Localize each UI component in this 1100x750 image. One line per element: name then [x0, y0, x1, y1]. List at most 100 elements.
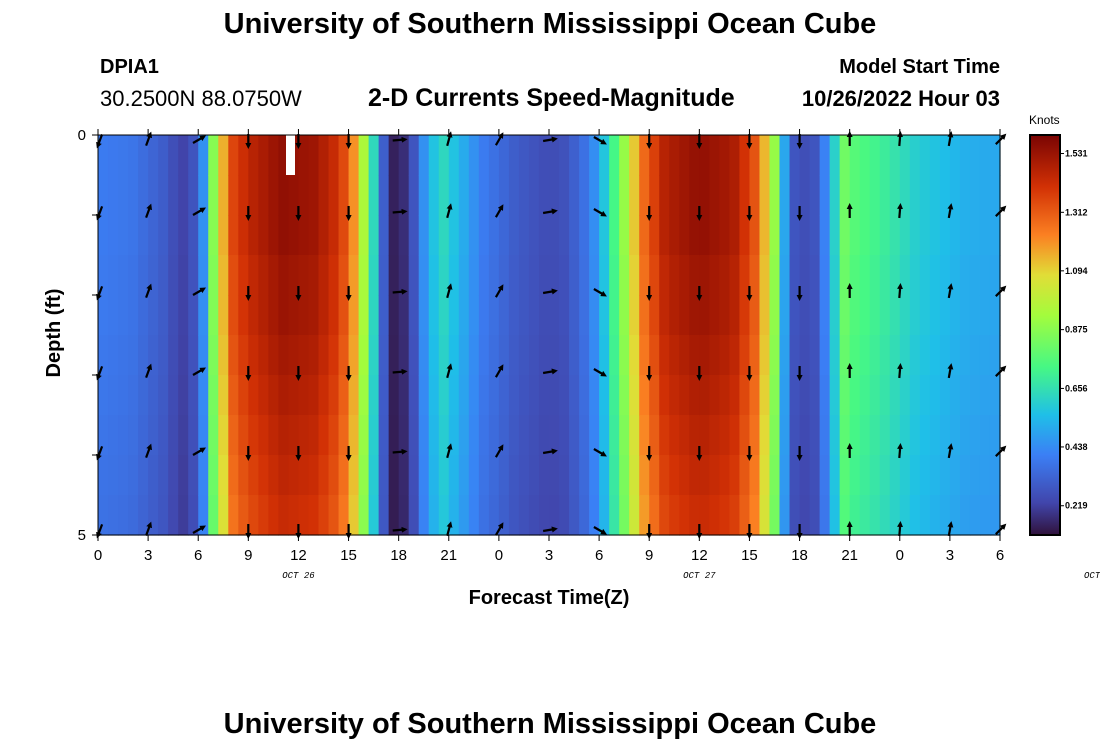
heatmap-cell — [428, 375, 440, 416]
heatmap-cell — [428, 295, 440, 336]
heatmap-cell — [188, 255, 199, 296]
current-arrow — [593, 526, 607, 535]
colorbar-tick-label: 1.312 — [1065, 207, 1088, 217]
heatmap-cell — [328, 375, 340, 416]
heatmap-cell — [549, 135, 560, 176]
heatmap-cell — [569, 415, 580, 456]
x-tick-label: 9 — [244, 547, 252, 564]
heatmap-cell — [969, 215, 981, 256]
heatmap-cell — [228, 215, 239, 256]
heatmap-cell — [178, 295, 189, 336]
current-arrow — [593, 288, 607, 297]
x-tick-label: 15 — [741, 547, 758, 564]
heatmap-cell — [408, 335, 420, 376]
heatmap-cell — [208, 495, 219, 536]
heatmap-cell — [218, 175, 229, 216]
heatmap-cell — [408, 255, 420, 296]
heatmap-cell — [639, 175, 650, 216]
heatmap-cell — [518, 175, 530, 216]
heatmap-cell — [418, 375, 430, 416]
heatmap-cell — [188, 375, 199, 416]
heatmap-cell — [538, 335, 550, 376]
heatmap-cell — [248, 255, 259, 296]
x-tick-label: 0 — [495, 547, 503, 564]
heatmap-cell — [158, 335, 169, 376]
current-arrow — [392, 208, 408, 215]
heatmap-cell — [488, 175, 500, 216]
heatmap-cell — [629, 495, 640, 536]
heatmap-cell — [969, 375, 981, 416]
heatmap-cell — [879, 335, 891, 376]
heatmap-cell — [148, 455, 159, 496]
heatmap-cell — [428, 255, 440, 296]
heatmap-cell — [198, 455, 209, 496]
heatmap-cell — [949, 375, 961, 416]
heatmap-cell — [118, 215, 129, 256]
heatmap-cell — [488, 255, 500, 296]
current-arrow — [446, 521, 453, 537]
heatmap-cell — [649, 215, 660, 256]
heatmap-cell — [829, 215, 841, 256]
heatmap-cell — [358, 415, 370, 456]
heatmap-cell — [759, 415, 771, 456]
current-arrow — [392, 136, 408, 143]
heatmap-cell — [148, 495, 159, 536]
heatmap-cell — [218, 135, 229, 176]
heatmap-cell — [789, 295, 801, 336]
heatmap-cell — [468, 375, 480, 416]
x-tick-label: 18 — [390, 547, 407, 564]
heatmap-cell — [929, 135, 941, 176]
heatmap-cell — [589, 135, 600, 176]
heatmap-cell — [599, 375, 610, 416]
heatmap-cell — [989, 335, 1001, 376]
heatmap-cell — [128, 415, 139, 456]
heatmap-cell — [468, 415, 480, 456]
heatmap-cell — [148, 255, 159, 296]
heatmap-cell — [969, 255, 981, 296]
current-arrow — [947, 283, 954, 299]
heatmap-cell — [899, 495, 911, 536]
heatmap-cell — [418, 335, 430, 376]
heatmap-cell — [98, 215, 109, 256]
heatmap-cell — [839, 295, 851, 336]
heatmap-cell — [579, 455, 590, 496]
heatmap-cell — [308, 455, 320, 496]
heatmap-cell — [739, 335, 751, 376]
heatmap-cell — [649, 375, 660, 416]
heatmap-cell — [879, 175, 891, 216]
heatmap-cell — [919, 375, 931, 416]
heatmap-cell — [268, 255, 279, 296]
heatmap-cell — [889, 255, 901, 296]
heatmap-cell — [669, 135, 680, 176]
heatmap-cell — [979, 415, 991, 456]
heatmap-cell — [148, 175, 159, 216]
heatmap-cell — [358, 135, 370, 176]
heatmap-cell — [208, 255, 219, 296]
heatmap-cell — [318, 495, 330, 536]
heatmap-cell — [919, 255, 931, 296]
heatmap-cell — [889, 295, 901, 336]
heatmap-cell — [98, 455, 109, 496]
heatmap-cell — [869, 255, 881, 296]
heatmap-cell — [248, 495, 259, 536]
heatmap-cell — [669, 215, 680, 256]
heatmap-cell — [348, 335, 360, 376]
heatmap-cell — [759, 135, 771, 176]
heatmap-cell — [308, 135, 320, 176]
heatmap-cell — [699, 455, 710, 496]
heatmap-cell — [919, 335, 931, 376]
heatmap-cell — [979, 135, 991, 176]
heatmap-cell — [418, 295, 430, 336]
heatmap-cell — [759, 455, 771, 496]
heatmap-cell — [889, 455, 901, 496]
heatmap-cell — [579, 495, 590, 536]
heatmap-cell — [659, 295, 670, 336]
current-arrow — [494, 132, 504, 146]
heatmap-cell — [368, 215, 380, 256]
heatmap-cell — [218, 455, 229, 496]
heatmap-cell — [378, 415, 390, 456]
heatmap-cell — [458, 375, 470, 416]
heatmap-cell — [318, 255, 330, 296]
heatmap-cell — [468, 255, 480, 296]
heatmap-cell — [779, 135, 791, 176]
